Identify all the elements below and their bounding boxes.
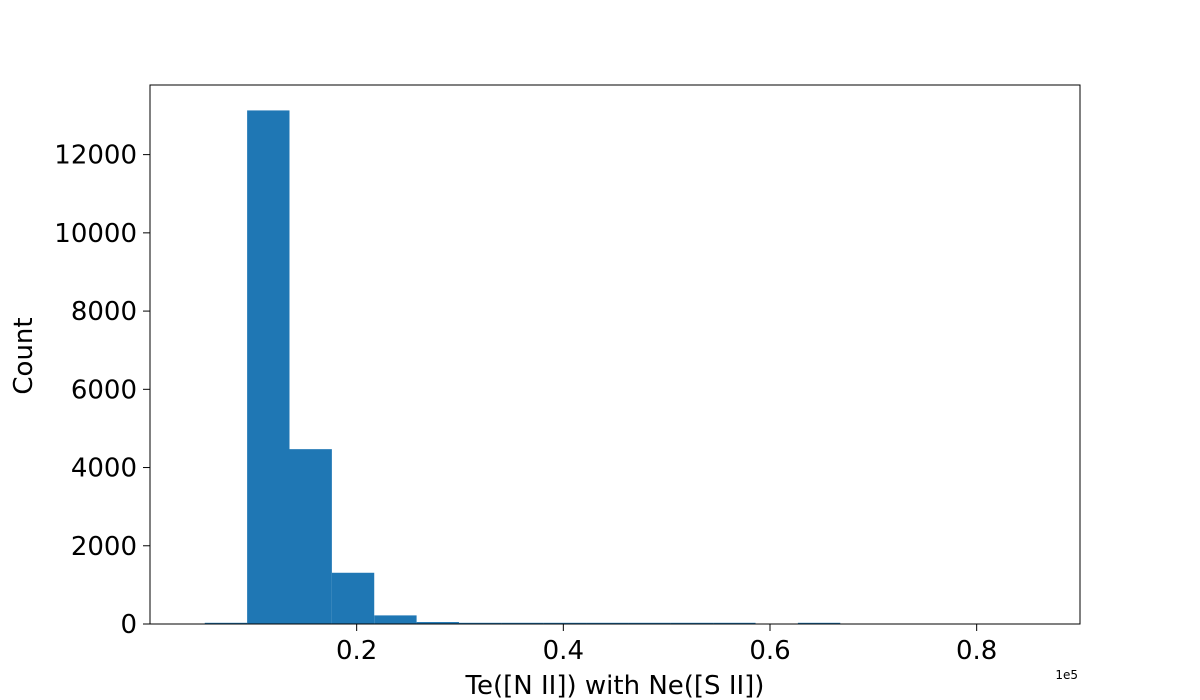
histogram-bar bbox=[204, 622, 248, 624]
y-tick-label: 4000 bbox=[71, 454, 137, 484]
x-axis-label: Te([N II]) with Ne([S II]) bbox=[465, 671, 765, 700]
histogram-bar bbox=[628, 622, 671, 624]
histogram-bar bbox=[797, 622, 841, 624]
x-tick-label: 0.8 bbox=[956, 636, 997, 666]
y-tick-label: 8000 bbox=[71, 297, 137, 327]
bars-group bbox=[204, 110, 841, 624]
y-tick-label: 6000 bbox=[71, 375, 137, 405]
x-axis-offset-label: 1e5 bbox=[1055, 668, 1078, 682]
histogram-bar bbox=[713, 622, 756, 624]
y-axis-ticks: 0 2000 4000 6000 8000 10000 12000 bbox=[54, 141, 150, 640]
plot-area-frame bbox=[149, 84, 1081, 625]
histogram-bar bbox=[331, 572, 375, 624]
histogram-bar bbox=[416, 622, 459, 624]
x-tick-label: 0.6 bbox=[749, 636, 790, 666]
y-tick-label: 2000 bbox=[71, 532, 137, 562]
x-tick-label: 0.4 bbox=[543, 636, 584, 666]
histogram-bar bbox=[289, 449, 332, 624]
x-axis-ticks: 0.2 0.4 0.6 0.8 bbox=[336, 624, 997, 666]
histogram-bar bbox=[543, 622, 587, 624]
y-tick-label: 0 bbox=[120, 610, 137, 640]
y-tick-label: 10000 bbox=[54, 219, 137, 249]
histogram-bar bbox=[501, 622, 544, 624]
histogram-bar bbox=[247, 110, 290, 624]
histogram-bar bbox=[458, 622, 502, 624]
histogram-bar bbox=[670, 622, 714, 624]
y-tick-label: 12000 bbox=[54, 141, 137, 171]
x-tick-label: 0.2 bbox=[336, 636, 377, 666]
histogram-bar bbox=[374, 615, 417, 624]
y-axis-label: Count bbox=[9, 317, 39, 394]
histogram-bar bbox=[586, 622, 629, 624]
